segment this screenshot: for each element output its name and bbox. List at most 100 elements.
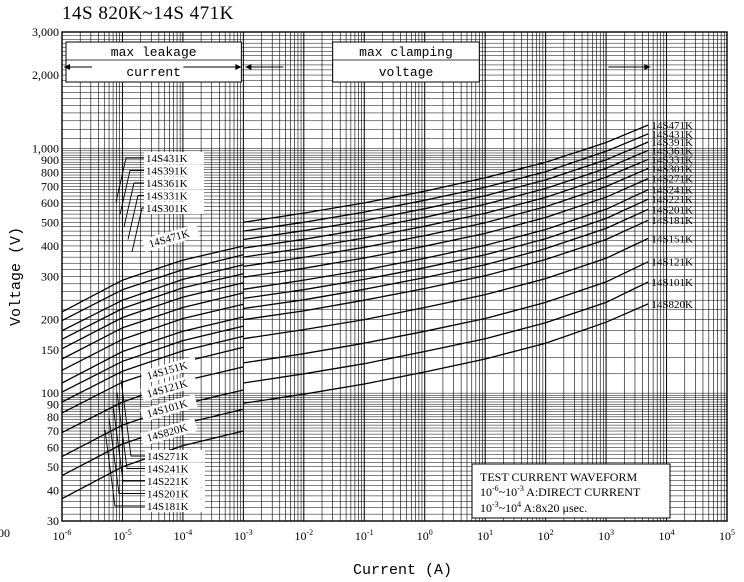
label-leader — [131, 207, 144, 253]
right-series-label: 14S221K — [651, 194, 693, 206]
clamping-curve — [243, 237, 649, 340]
x-axis-title: Current (A) — [353, 562, 452, 579]
x-tick-label: 10-6 — [53, 528, 72, 543]
right-series-label: 14S201K — [651, 204, 693, 216]
clamping-curve — [243, 208, 649, 310]
rotated-label-group: 14S471K — [142, 224, 200, 253]
leakage-curve — [61, 389, 244, 458]
clamping-curve — [243, 158, 649, 258]
y-tick-label: 40 — [47, 483, 59, 497]
y-tick-label: 400 — [41, 239, 59, 253]
y-tick-label: 50 — [47, 460, 59, 474]
label-bg — [144, 202, 204, 214]
region-label-line1: max leakage — [111, 45, 197, 60]
right-series-label: 14S361K — [651, 145, 693, 157]
top-left-series-label: 14S331K — [146, 191, 188, 203]
region-leakage: max leakage current — [65, 41, 242, 83]
region-label-line2: voltage — [379, 65, 434, 80]
y-tick-label: 150 — [41, 343, 59, 357]
x-tick-label: 104 — [659, 528, 675, 543]
label-leader — [115, 157, 144, 203]
leakage-curve — [61, 325, 244, 393]
chart-title: 14S 820K~14S 471K — [62, 3, 234, 24]
region-box — [65, 41, 242, 83]
right-series-label: 14S331K — [651, 154, 693, 166]
y-tick-label: 200 — [41, 313, 59, 327]
bottom-left-series-label: 14S271K — [147, 451, 189, 463]
right-series-label: 14S431K — [651, 129, 693, 141]
y-tick-label: 900 — [41, 153, 59, 167]
right-series-label: 14S181K — [651, 215, 693, 227]
leakage-curve — [61, 254, 244, 322]
bottom-left-series-label: 14S201K — [147, 489, 189, 501]
label-bg — [144, 189, 204, 202]
label-bg — [144, 152, 204, 164]
y-tick-label: 100 — [41, 386, 59, 400]
rotated-series-label: 14S101K — [146, 398, 189, 421]
clamping-curve — [243, 189, 649, 290]
clamping-curve — [243, 167, 649, 268]
clamping-curve — [243, 149, 649, 249]
x-tick-label: 103 — [598, 528, 614, 543]
y-tick-label: 3,000 — [32, 25, 59, 39]
x-tick-label: 10-2 — [294, 528, 313, 543]
clamping-curve — [243, 133, 649, 232]
bottom-left-series-label: 14S241K — [147, 464, 189, 476]
label-bg — [142, 224, 200, 253]
x-axis-edge-label: 00 — [0, 526, 10, 540]
clamping-curve — [243, 219, 649, 321]
clamping-curve — [243, 198, 649, 300]
y-tick-label: 80 — [47, 410, 59, 424]
top-left-series-label: 14S391K — [146, 166, 188, 178]
label-bg — [140, 418, 198, 447]
right-series-label: 14S471K — [651, 120, 693, 132]
test-box-line2: 10-3~104 A:8x20 μsec. — [480, 500, 587, 515]
x-tick-label: 105 — [719, 528, 735, 543]
right-series-label: 14S151K — [651, 233, 693, 245]
label-bg — [145, 462, 205, 475]
leakage-curve — [61, 303, 244, 371]
y-tick-label: 600 — [41, 196, 59, 210]
clamping-curve — [243, 303, 649, 404]
label-leader — [119, 170, 144, 215]
label-bg — [144, 164, 204, 177]
y-tick-label: 70 — [47, 424, 59, 438]
y-tick-label: 2,000 — [32, 68, 59, 82]
right-series-label: 14S241K — [651, 185, 693, 197]
region-box — [332, 41, 480, 83]
x-tick-label: 10-1 — [355, 528, 374, 543]
leakage-curve — [61, 316, 244, 384]
label-bg — [140, 394, 198, 423]
leakage-curve — [61, 273, 244, 340]
label-leader — [127, 195, 144, 240]
y-tick-label: 800 — [41, 165, 59, 179]
right-series-label: 14S121K — [651, 257, 693, 269]
right-series-label: 14S820K — [651, 299, 693, 311]
right-series-label: 14S101K — [651, 277, 693, 289]
label-bg — [145, 475, 205, 487]
y-tick-label: 500 — [41, 215, 59, 229]
y-tick-label: 90 — [47, 397, 59, 411]
y-axis-title: Voltage (V) — [8, 227, 25, 326]
x-tick-label: 10-4 — [174, 528, 193, 543]
clamping-curve — [243, 141, 649, 241]
test-box-line1: 10-6~10-3 A:DIRECT CURRENT — [480, 484, 641, 499]
x-tick-label: 102 — [538, 528, 554, 543]
label-leader — [116, 392, 145, 469]
x-tick-label: 10-5 — [113, 528, 132, 543]
right-series-label: 14S391K — [651, 137, 693, 149]
leakage-curve — [61, 292, 244, 360]
y-tick-label: 700 — [41, 180, 59, 194]
region-label-line1: max clamping — [359, 45, 453, 60]
test-box-title: TEST CURRENT WAVEFORM — [480, 470, 637, 484]
top-left-series-label: 14S361K — [146, 178, 188, 190]
bottom-left-series-label: 14S181K — [147, 501, 189, 513]
right-series-label: 14S271K — [651, 173, 693, 185]
label-bg — [145, 500, 205, 512]
plot-frame — [61, 31, 728, 522]
leakage-curve — [61, 335, 244, 403]
y-tick-label: 60 — [47, 440, 59, 454]
leakage-curve — [61, 245, 244, 313]
label-bg — [140, 374, 198, 403]
